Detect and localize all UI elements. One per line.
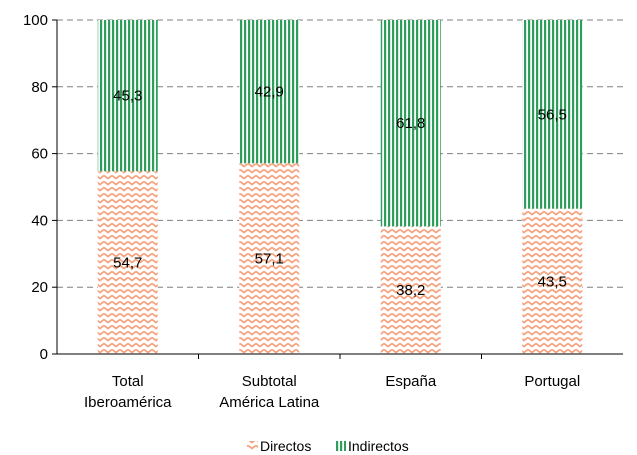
bar-directos [239, 163, 300, 354]
y-tick-label: 0 [40, 346, 48, 363]
legend-label: Indirectos [348, 438, 409, 454]
y-tick-labels: 0 20 40 60 80 100 [23, 12, 48, 363]
x-category-label: Total [112, 373, 144, 390]
data-label: 45,3 [113, 88, 142, 105]
bar-indirectos [522, 20, 583, 209]
bar-directos [97, 171, 158, 354]
legend-swatch-indirectos [335, 441, 346, 451]
y-tick-label: 60 [31, 146, 48, 163]
bar-directos [380, 226, 441, 354]
data-label: 43,5 [538, 273, 567, 290]
bar-indirectos [239, 20, 300, 164]
legend: Directos Indirectos [247, 438, 409, 454]
bar-indirectos [97, 20, 158, 172]
legend-label: Directos [260, 438, 311, 454]
data-label: 54,7 [113, 255, 142, 272]
data-labels: 54,7 45,3 57,1 42,9 38,2 61,8 43,5 56,5 [113, 84, 567, 300]
bars [97, 20, 583, 354]
bar-directos [522, 208, 583, 354]
x-category-label: Portugal [524, 373, 580, 390]
x-category-label: América Latina [219, 394, 320, 411]
x-category-label: Subtotal [242, 373, 297, 390]
axes [52, 19, 623, 359]
data-label: 61,8 [396, 115, 425, 132]
bar-indirectos [380, 20, 441, 227]
y-tick-label: 100 [23, 12, 48, 29]
x-category-label: España [385, 373, 437, 390]
x-category-label: Iberoamérica [84, 394, 172, 411]
y-tick-label: 40 [31, 212, 48, 229]
y-tick-label: 20 [31, 279, 48, 296]
legend-swatch-directos [247, 441, 258, 451]
data-label: 57,1 [255, 251, 284, 268]
data-label: 56,5 [538, 106, 567, 123]
data-label: 42,9 [255, 84, 284, 101]
data-label: 38,2 [396, 282, 425, 299]
y-tick-label: 80 [31, 79, 48, 96]
x-category-labels: Total Iberoamérica Subtotal América Latina E… [84, 373, 580, 411]
